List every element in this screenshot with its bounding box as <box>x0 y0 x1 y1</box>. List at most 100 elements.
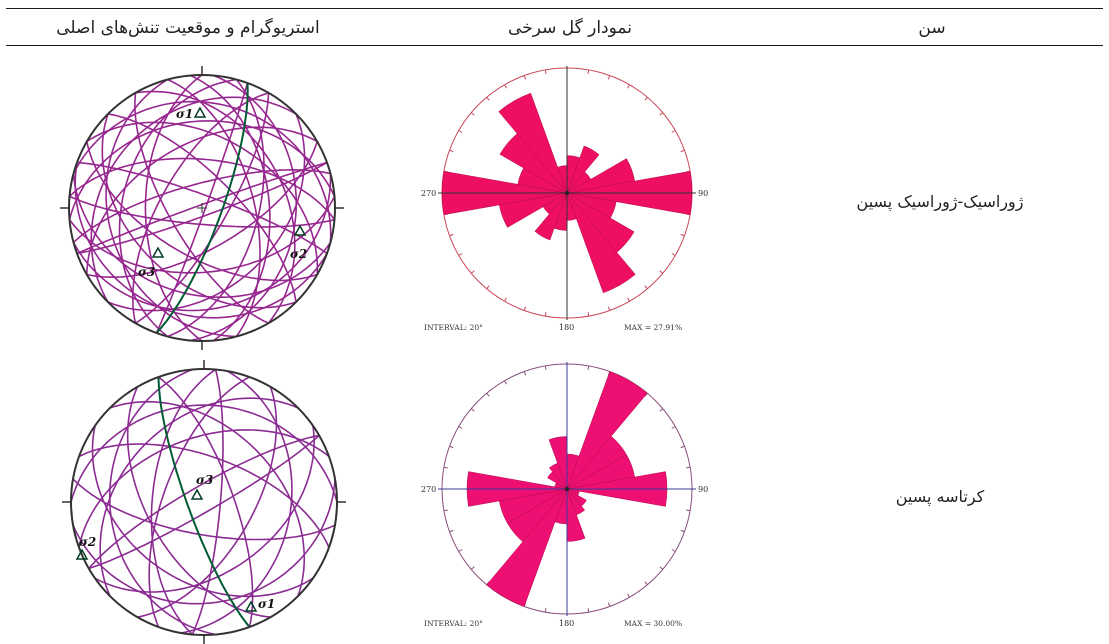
great-circle <box>88 434 320 570</box>
great-circle <box>109 368 216 636</box>
great-circle <box>72 478 336 541</box>
table-header-rule <box>6 45 1103 46</box>
rose-tick <box>470 270 475 274</box>
great-circle <box>72 168 331 243</box>
rose-tick <box>523 371 527 376</box>
row-2-rose-diagram: 270 90 180 INTERVAL: 20° MAX = 30.00% <box>421 362 708 628</box>
stereogram-great-circles <box>68 74 336 342</box>
great-circle <box>72 478 336 605</box>
rose-tick <box>458 253 463 256</box>
rose-tick <box>671 426 676 429</box>
rose-center-dot <box>565 191 569 195</box>
great-circle <box>150 368 217 636</box>
rose-tick <box>627 297 630 302</box>
rose-tick <box>587 69 590 74</box>
great-circle <box>76 161 328 255</box>
great-circle <box>76 161 328 255</box>
sigma2-label: σ2 <box>79 535 96 549</box>
rose-tick <box>680 149 685 153</box>
rose-label-270: 270 <box>421 485 436 494</box>
rose-tick <box>523 306 527 311</box>
great-circle <box>105 78 237 338</box>
sigma1-label: σ1 <box>258 597 275 611</box>
rose-tick <box>644 581 648 586</box>
rose-tick <box>659 566 664 570</box>
rose-tick <box>544 365 547 370</box>
rose-label-270: 270 <box>421 189 436 198</box>
great-circle <box>148 376 250 628</box>
great-circle <box>86 121 319 275</box>
rose-tick <box>627 84 630 89</box>
rose-tick <box>671 253 676 256</box>
great-circle <box>78 443 330 548</box>
great-circle <box>155 82 249 334</box>
rose-label-90: 90 <box>698 189 708 198</box>
rose-max: MAX = 30.00% <box>624 619 682 628</box>
rose-tick <box>587 312 590 317</box>
rose-tick <box>607 306 611 311</box>
sigma3-marker <box>151 246 165 258</box>
rose-label-180: 180 <box>559 619 574 628</box>
rose-tick <box>587 608 590 613</box>
great-circle <box>76 161 328 255</box>
rose-tick <box>644 96 648 101</box>
rose-tick <box>504 84 507 89</box>
stereogram-principal-plane <box>155 82 249 334</box>
rose-petal <box>566 371 648 490</box>
rose-tick <box>486 285 490 290</box>
great-circle <box>86 126 318 275</box>
rose-tick <box>544 69 547 74</box>
rose-label-90: 90 <box>698 485 708 494</box>
sigma1-label: σ1 <box>176 107 193 121</box>
rose-tick <box>523 75 527 80</box>
rose-petal <box>534 192 568 241</box>
great-circle <box>72 100 332 243</box>
rose-tick <box>458 426 463 429</box>
great-circle <box>190 74 297 342</box>
great-circle <box>107 113 297 303</box>
great-circle <box>191 369 224 635</box>
rose-tick <box>659 112 664 116</box>
rose-tick <box>544 608 547 613</box>
rose-petal <box>498 92 568 194</box>
rose-tick <box>680 445 685 449</box>
sigma1-marker <box>193 106 207 118</box>
row-2-age: کرتاسه پسین <box>895 487 985 506</box>
rose-tick <box>443 466 448 469</box>
header-rose-diagram: نمودار گل سرخی <box>508 18 632 38</box>
great-circle <box>74 162 328 319</box>
rose-petal <box>566 145 600 194</box>
sigma2-label: σ2 <box>290 247 307 261</box>
table-top-rule <box>6 8 1103 9</box>
rose-center-dot <box>565 487 569 491</box>
rose-tick <box>671 549 676 552</box>
rose-tick <box>680 233 685 237</box>
great-circle <box>88 434 320 570</box>
great-circle <box>86 141 318 282</box>
great-circle <box>167 78 261 337</box>
rose-tick <box>486 392 490 397</box>
great-circle <box>135 92 270 324</box>
rose-tick <box>607 75 611 80</box>
rose-petal <box>486 488 568 607</box>
rose-max: MAX = 27.91% <box>624 323 682 332</box>
rose-tick <box>449 529 454 533</box>
great-circle <box>94 425 315 593</box>
rose-tick <box>449 445 454 449</box>
rose-tick <box>671 130 676 133</box>
rose-tick <box>458 130 463 133</box>
great-circle <box>135 90 296 324</box>
rose-tick <box>686 466 691 469</box>
stereogram-primitive-circle <box>70 368 338 636</box>
rose-tick <box>470 566 475 570</box>
stereogram-principal-plane <box>157 376 251 628</box>
great-circle <box>157 376 254 628</box>
header-age: سن <box>918 18 946 38</box>
great-circle <box>131 92 269 324</box>
rose-tick <box>627 593 630 598</box>
great-circle <box>99 397 299 597</box>
great-circle <box>126 386 271 618</box>
rose-tick <box>607 602 611 607</box>
great-circle <box>78 429 330 548</box>
rose-label-180: 180 <box>559 323 574 332</box>
